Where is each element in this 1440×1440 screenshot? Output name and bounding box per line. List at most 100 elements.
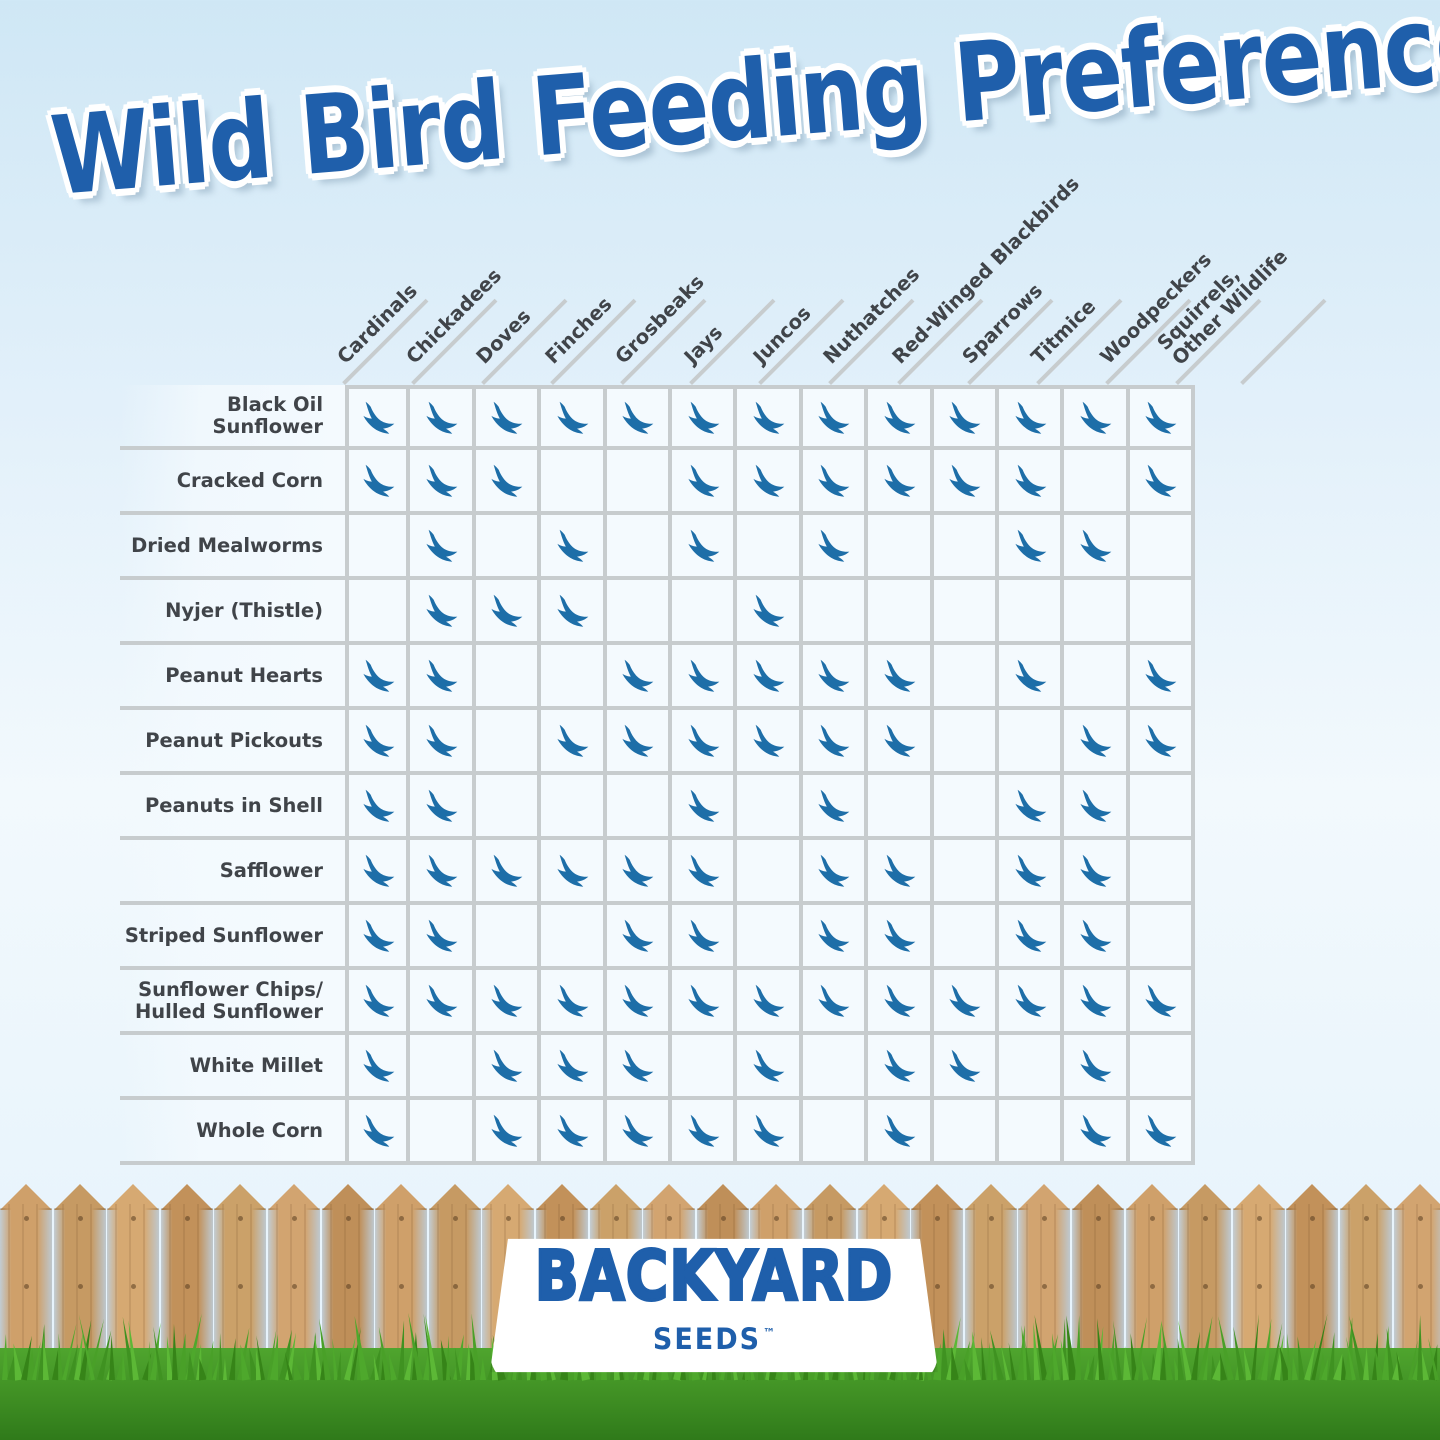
preference-cell[interactable] <box>1064 710 1129 775</box>
preference-cell[interactable] <box>1130 840 1195 905</box>
preference-cell[interactable] <box>737 645 802 710</box>
preference-cell[interactable] <box>476 905 541 970</box>
preference-cell[interactable] <box>1130 385 1195 450</box>
preference-cell[interactable] <box>934 840 999 905</box>
preference-cell[interactable] <box>541 580 606 645</box>
preference-cell[interactable] <box>1064 775 1129 840</box>
preference-cell[interactable] <box>345 775 410 840</box>
preference-cell[interactable] <box>803 905 868 970</box>
preference-cell[interactable] <box>476 1035 541 1100</box>
preference-cell[interactable] <box>672 970 737 1035</box>
preference-cell[interactable] <box>868 515 933 580</box>
preference-cell[interactable] <box>1130 1100 1195 1165</box>
preference-cell[interactable] <box>476 710 541 775</box>
preference-cell[interactable] <box>1064 1035 1129 1100</box>
preference-cell[interactable] <box>1130 710 1195 775</box>
preference-cell[interactable] <box>607 1035 672 1100</box>
preference-cell[interactable] <box>1064 515 1129 580</box>
preference-cell[interactable] <box>803 1035 868 1100</box>
preference-cell[interactable] <box>868 645 933 710</box>
preference-cell[interactable] <box>345 840 410 905</box>
preference-cell[interactable] <box>607 515 672 580</box>
preference-cell[interactable] <box>999 515 1064 580</box>
preference-cell[interactable] <box>345 450 410 515</box>
preference-cell[interactable] <box>999 970 1064 1035</box>
preference-cell[interactable] <box>803 970 868 1035</box>
preference-cell[interactable] <box>868 385 933 450</box>
preference-cell[interactable] <box>476 515 541 580</box>
preference-cell[interactable] <box>803 840 868 905</box>
preference-cell[interactable] <box>345 1100 410 1165</box>
preference-cell[interactable] <box>737 1100 802 1165</box>
preference-cell[interactable] <box>345 645 410 710</box>
preference-cell[interactable] <box>934 905 999 970</box>
preference-cell[interactable] <box>345 385 410 450</box>
preference-cell[interactable] <box>672 385 737 450</box>
preference-cell[interactable] <box>672 710 737 775</box>
preference-cell[interactable] <box>868 710 933 775</box>
preference-cell[interactable] <box>737 385 802 450</box>
preference-cell[interactable] <box>607 775 672 840</box>
preference-cell[interactable] <box>803 580 868 645</box>
preference-cell[interactable] <box>672 515 737 580</box>
preference-cell[interactable] <box>1130 970 1195 1035</box>
preference-cell[interactable] <box>607 710 672 775</box>
preference-cell[interactable] <box>803 775 868 840</box>
preference-cell[interactable] <box>410 580 475 645</box>
preference-cell[interactable] <box>737 710 802 775</box>
preference-cell[interactable] <box>934 1100 999 1165</box>
preference-cell[interactable] <box>934 645 999 710</box>
preference-cell[interactable] <box>541 905 606 970</box>
preference-cell[interactable] <box>1064 385 1129 450</box>
preference-cell[interactable] <box>1130 905 1195 970</box>
preference-cell[interactable] <box>672 1035 737 1100</box>
preference-cell[interactable] <box>1064 840 1129 905</box>
preference-cell[interactable] <box>345 1035 410 1100</box>
preference-cell[interactable] <box>737 840 802 905</box>
preference-cell[interactable] <box>999 840 1064 905</box>
preference-cell[interactable] <box>672 450 737 515</box>
preference-cell[interactable] <box>868 1100 933 1165</box>
preference-cell[interactable] <box>410 1100 475 1165</box>
preference-cell[interactable] <box>607 645 672 710</box>
preference-cell[interactable] <box>737 775 802 840</box>
preference-cell[interactable] <box>868 580 933 645</box>
preference-cell[interactable] <box>803 1100 868 1165</box>
preference-cell[interactable] <box>999 710 1064 775</box>
preference-cell[interactable] <box>541 775 606 840</box>
preference-cell[interactable] <box>410 450 475 515</box>
preference-cell[interactable] <box>410 775 475 840</box>
preference-cell[interactable] <box>737 450 802 515</box>
preference-cell[interactable] <box>410 1035 475 1100</box>
preference-cell[interactable] <box>476 645 541 710</box>
preference-cell[interactable] <box>476 970 541 1035</box>
preference-cell[interactable] <box>410 970 475 1035</box>
preference-cell[interactable] <box>1064 1100 1129 1165</box>
preference-cell[interactable] <box>672 840 737 905</box>
preference-cell[interactable] <box>410 645 475 710</box>
preference-cell[interactable] <box>737 515 802 580</box>
preference-cell[interactable] <box>1130 515 1195 580</box>
preference-cell[interactable] <box>607 580 672 645</box>
preference-cell[interactable] <box>868 970 933 1035</box>
preference-cell[interactable] <box>1064 645 1129 710</box>
preference-cell[interactable] <box>999 1100 1064 1165</box>
preference-cell[interactable] <box>803 515 868 580</box>
preference-cell[interactable] <box>541 515 606 580</box>
preference-cell[interactable] <box>934 450 999 515</box>
preference-cell[interactable] <box>410 905 475 970</box>
preference-cell[interactable] <box>737 1035 802 1100</box>
preference-cell[interactable] <box>345 905 410 970</box>
preference-cell[interactable] <box>1130 450 1195 515</box>
preference-cell[interactable] <box>868 840 933 905</box>
preference-cell[interactable] <box>541 970 606 1035</box>
preference-cell[interactable] <box>999 385 1064 450</box>
preference-cell[interactable] <box>999 580 1064 645</box>
preference-cell[interactable] <box>934 385 999 450</box>
preference-cell[interactable] <box>934 580 999 645</box>
preference-cell[interactable] <box>410 840 475 905</box>
preference-cell[interactable] <box>345 580 410 645</box>
preference-cell[interactable] <box>672 775 737 840</box>
preference-cell[interactable] <box>803 645 868 710</box>
preference-cell[interactable] <box>607 1100 672 1165</box>
